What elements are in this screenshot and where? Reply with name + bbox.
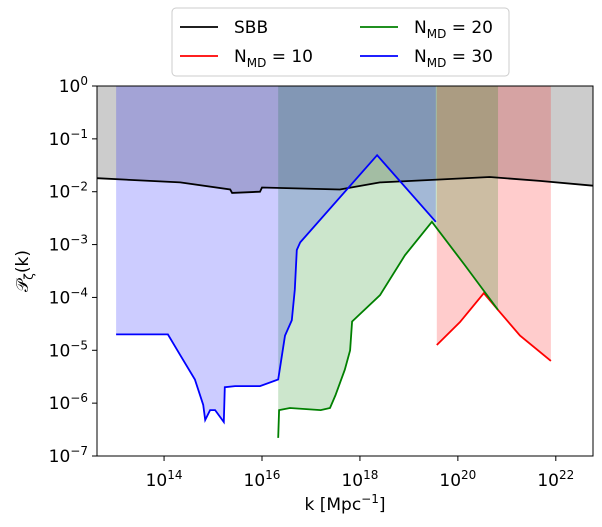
x-tick-label: 1022: [537, 468, 574, 491]
x-tick-label: 1014: [146, 468, 183, 491]
shaded-area: [97, 86, 593, 193]
y-tick-label: 10−6: [49, 391, 88, 414]
series-line: [97, 176, 593, 194]
legend-label: NMD = 20: [414, 18, 493, 41]
series-line: [277, 220, 499, 438]
y-axis-label: 𝒫ζ(k): [13, 250, 36, 292]
x-axis-label: k [Mpc−1]: [304, 492, 385, 515]
series-line: [116, 153, 437, 425]
shaded-area: [436, 86, 551, 361]
y-tick-label: 10−4: [49, 285, 88, 308]
lines: [97, 153, 593, 438]
x-tick-label: 1018: [341, 468, 378, 491]
y-tick-label: 10−3: [49, 233, 88, 256]
x-tick-label: 1016: [244, 468, 281, 491]
shaded-area: [116, 86, 436, 422]
plot-frame: [96, 85, 594, 457]
shaded-area: [278, 86, 499, 438]
legend-label: NMD = 10: [234, 47, 313, 70]
y-tick-label: 10−1: [49, 127, 88, 150]
y-tick-label: 100: [59, 74, 88, 97]
legend-label: SBB: [234, 18, 268, 38]
y-tick-label: 10−5: [49, 338, 88, 361]
legend-label: NMD = 30: [414, 47, 493, 70]
x-tick-label: 1020: [439, 468, 476, 491]
legend-box: [171, 7, 510, 77]
y-tick-label: 10−2: [49, 180, 88, 203]
y-tick-label: 10−7: [49, 444, 88, 467]
shaded-areas: [97, 86, 593, 438]
